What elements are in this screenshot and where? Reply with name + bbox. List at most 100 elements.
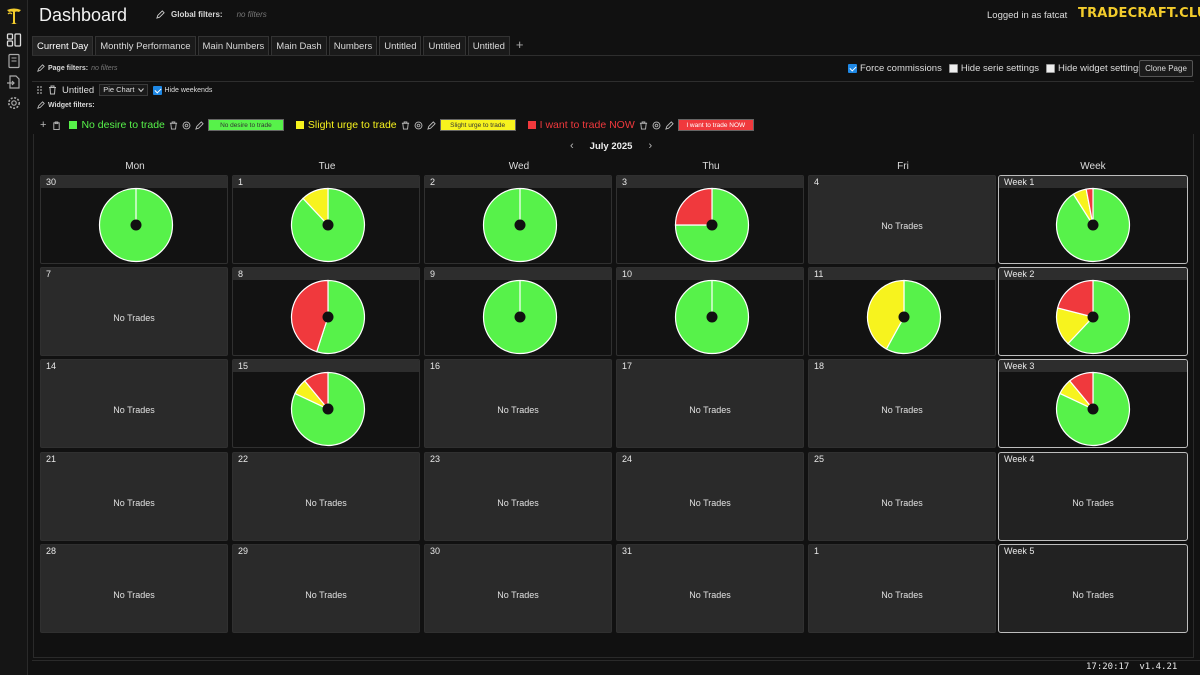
week-summary-cell[interactable]: Week 1 [998, 175, 1188, 264]
pie-slice-slight-urge-to-trade[interactable] [302, 187, 329, 227]
page-filters[interactable]: Page filters: no filters [37, 64, 118, 72]
day-cell[interactable]: 2 [424, 175, 612, 264]
day-cell[interactable]: 14 No Trades [40, 359, 228, 448]
day-cell[interactable]: 3 [616, 175, 804, 264]
pie-slice-slight-urge-to-trade[interactable] [866, 279, 905, 350]
global-filters[interactable]: Global filters: no filters [156, 10, 267, 19]
force-commissions-toggle[interactable]: Force commissions [848, 63, 942, 74]
pencil-icon[interactable] [37, 64, 45, 72]
pie-chart[interactable] [98, 187, 174, 263]
pencil-icon[interactable] [664, 120, 674, 130]
tab-numbers[interactable]: Numbers [328, 36, 378, 55]
pencil-icon[interactable] [37, 101, 45, 109]
pie-chart[interactable] [290, 279, 366, 355]
day-cell[interactable]: 10 [616, 267, 804, 356]
day-cell[interactable]: 11 [808, 267, 996, 356]
hide-serie-settings-checkbox[interactable] [948, 64, 958, 73]
day-cell[interactable]: 23 No Trades [424, 452, 612, 541]
day-cell[interactable]: 18 No Trades [808, 359, 996, 448]
clone-page-button[interactable]: Clone Page [1139, 60, 1193, 77]
day-cell[interactable]: 25 No Trades [808, 452, 996, 541]
series-name[interactable]: I want to trade NOW [539, 119, 635, 131]
next-month-button[interactable]: › [648, 140, 653, 152]
day-cell[interactable]: 28 No Trades [40, 544, 228, 633]
day-cell[interactable]: 22 No Trades [232, 452, 420, 541]
previous-month-button[interactable]: ‹ [570, 140, 574, 152]
pie-slice-i-want-to-trade-now[interactable] [1085, 187, 1094, 226]
tab-untitled[interactable]: Untitled [467, 36, 510, 55]
trash-icon[interactable] [639, 120, 648, 130]
pie-chart[interactable] [482, 187, 558, 263]
pencil-icon[interactable] [156, 10, 165, 19]
widget-name[interactable]: Untitled [62, 84, 95, 96]
day-cell[interactable]: 21 No Trades [40, 452, 228, 541]
tab-main-dash[interactable]: Main Dash [271, 36, 327, 55]
pie-slice-i-want-to-trade-now[interactable] [674, 187, 713, 226]
trash-icon[interactable] [401, 120, 410, 130]
series-name[interactable]: No desire to trade [81, 119, 165, 131]
hide-weekends-toggle[interactable]: Hide weekends [153, 85, 212, 95]
day-cell[interactable]: 31 No Trades [616, 544, 804, 633]
day-cell[interactable]: 30 No Trades [424, 544, 612, 633]
pie-slice-i-want-to-trade-now[interactable] [1056, 279, 1094, 318]
clipboard-icon[interactable] [52, 121, 61, 130]
series-color-swatch[interactable] [527, 121, 536, 129]
gear-icon[interactable] [652, 121, 661, 130]
week-summary-cell[interactable]: Week 2 [998, 267, 1188, 356]
pie-slice-no-desire-to-trade[interactable] [1067, 279, 1131, 355]
hide-weekends-checkbox[interactable] [153, 85, 163, 95]
pie-chart[interactable] [674, 187, 750, 263]
pie-slice-i-want-to-trade-now[interactable] [290, 279, 329, 353]
tab-monthly-performance[interactable]: Monthly Performance [95, 36, 196, 55]
chart-type-select[interactable]: Pie Chart [99, 84, 149, 96]
pie-chart[interactable] [1055, 371, 1131, 447]
day-cell[interactable]: 8 [232, 267, 420, 356]
day-cell[interactable]: 24 No Trades [616, 452, 804, 541]
day-cell[interactable]: 15 [232, 359, 420, 448]
pie-chart[interactable] [1055, 187, 1131, 263]
day-cell[interactable]: 4 No Trades [808, 175, 996, 264]
pie-chart[interactable] [290, 187, 366, 263]
hide-serie-settings-toggle[interactable]: Hide serie settings [948, 63, 1039, 74]
pie-slice-i-want-to-trade-now[interactable] [1068, 371, 1094, 411]
week-summary-cell[interactable]: Week 3 [998, 359, 1188, 448]
widget-filters[interactable]: Widget filters: [37, 101, 95, 109]
series-chip[interactable]: Slight urge to trade [439, 119, 516, 131]
pie-slice-no-desire-to-trade[interactable] [885, 279, 942, 355]
series-name[interactable]: Slight urge to trade [307, 119, 397, 131]
day-cell[interactable]: 30 [40, 175, 228, 264]
tradecraft-logo-icon[interactable] [4, 6, 24, 26]
tab-current-day[interactable]: Current Day [32, 36, 94, 55]
journal-icon[interactable] [6, 53, 22, 69]
settings-gear-icon[interactable] [6, 95, 22, 111]
day-cell[interactable]: 17 No Trades [616, 359, 804, 448]
force-commissions-checkbox[interactable] [848, 64, 857, 73]
day-cell[interactable]: 7 No Trades [40, 267, 228, 356]
pencil-icon[interactable] [195, 120, 204, 130]
series-chip[interactable]: No desire to trade [207, 119, 284, 131]
gear-icon[interactable] [414, 121, 423, 130]
pencil-icon[interactable] [426, 120, 436, 130]
series-color-swatch[interactable] [69, 121, 78, 129]
add-tab-button[interactable]: + [515, 37, 524, 52]
drag-handle-icon[interactable] [36, 85, 43, 95]
hide-widget-settings-toggle[interactable]: Hide widget settings [1045, 63, 1143, 74]
pie-slice-i-want-to-trade-now[interactable] [303, 371, 329, 411]
hide-widget-settings-checkbox[interactable] [1045, 64, 1055, 73]
pie-chart[interactable] [290, 371, 366, 447]
gear-icon[interactable] [182, 121, 191, 130]
day-cell[interactable]: 16 No Trades [424, 359, 612, 448]
pie-slice-no-desire-to-trade[interactable] [315, 279, 366, 355]
pie-chart[interactable] [1055, 279, 1131, 355]
day-cell[interactable]: 9 [424, 267, 612, 356]
series-color-swatch[interactable] [295, 121, 304, 129]
trash-icon[interactable] [169, 120, 178, 130]
week-summary-cell[interactable]: Week 5 No Trades [998, 544, 1188, 633]
pie-chart[interactable] [866, 279, 942, 355]
pie-chart[interactable] [674, 279, 750, 355]
dashboard-icon[interactable] [6, 32, 22, 48]
day-cell[interactable]: 1 No Trades [808, 544, 996, 633]
tab-main-numbers[interactable]: Main Numbers [197, 36, 270, 55]
add-series-icon[interactable]: + [40, 119, 47, 131]
import-icon[interactable] [6, 74, 22, 90]
